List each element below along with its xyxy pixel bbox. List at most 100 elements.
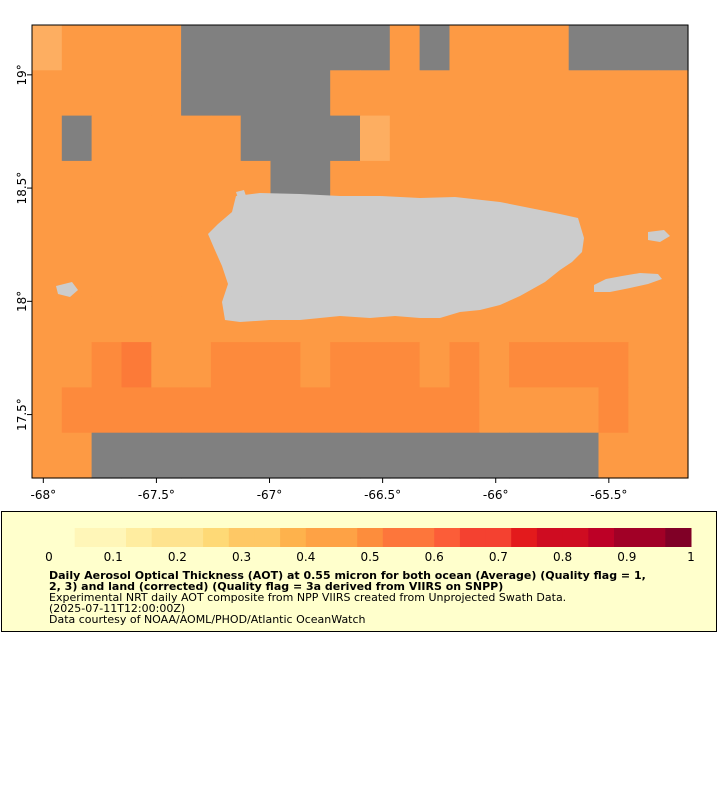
aot-cell [449,70,480,117]
aot-cell [628,342,659,388]
aot-cell [658,251,689,298]
aot-cell [568,70,600,117]
aot-cell [598,206,629,253]
aot-cell [568,25,600,71]
colorbar-tick-label: 0.1 [104,550,123,562]
aot-cell [210,342,242,388]
aot-cell [270,25,301,71]
x-tick-label: -65.5° [590,488,627,502]
aot-cell [658,70,689,117]
aot-cell [419,387,450,434]
aot-cell [181,25,212,71]
colorbar-step [151,528,178,547]
aot-cell [449,342,480,388]
aot-cell [91,251,122,298]
aot-cell [479,432,510,479]
aot-cell [568,160,600,207]
aot-cell [91,206,122,253]
aot-cell [658,387,689,434]
colorbar-step [536,528,564,547]
x-tick-label: -67° [257,488,283,502]
aot-cell [32,206,63,253]
colorbar-tick-label: 0.8 [553,550,572,562]
vieques-island [594,273,662,292]
aot-cell [628,206,659,253]
aot-cell [538,25,570,71]
aot-cell [628,115,659,162]
aot-cell [419,342,450,388]
aot-cell [360,387,391,434]
aot-cell [32,160,63,207]
aot-cell [240,25,272,71]
colorbar-step [614,528,641,547]
aot-cell [360,432,391,479]
colorbar-tick-label: 1 [687,550,695,562]
aot-cell [628,25,659,71]
aot-cell [91,296,122,343]
aot-cell [151,206,182,253]
aot-cell [32,115,63,162]
aot-cell [658,115,689,162]
aot-cell [389,70,421,117]
aot-cell [210,25,242,71]
colorbar-step [485,528,512,547]
aot-cell [419,70,450,117]
map-axes: -68° -67.5° -67° -66.5° -66° -65.5° 19° 18.5° 18… [15,64,627,502]
aot-cell [151,342,182,388]
aot-cell [121,387,152,434]
aot-cell [61,70,93,117]
colorbar-step [331,528,358,547]
aot-cell [509,342,540,388]
aot-cell [479,115,510,162]
aot-cell [32,342,63,388]
colorbar-step [639,528,666,547]
colorbar-tick-label: 0.7 [489,550,508,562]
legend-panel: 0 0.1 0.2 0.3 0.4 0.5 0.6 0.7 0.8 0.9 1 Daily Aero… [1,511,717,632]
aot-cell [509,432,540,479]
x-tick-label: -66° [483,488,509,502]
aot-cell [658,432,689,479]
aot-cell [61,387,93,434]
aot-cell [181,115,212,162]
aot-cell [210,432,242,479]
aot-cell [628,160,659,207]
aot-cell [300,387,331,434]
aot-grid-cells [32,25,689,479]
aot-cell [210,115,242,162]
colorbar-step [357,528,384,547]
aot-cell [240,70,272,117]
aot-cell [121,115,152,162]
aot-cell [151,25,182,71]
aot-cell [538,432,570,479]
aot-cell [121,342,152,388]
aot-cell [389,387,421,434]
colorbar-tick-label: 0.9 [617,550,636,562]
aot-cell [538,70,570,117]
aot-cell [598,296,629,343]
aot-cell [479,25,510,71]
aot-cell [419,25,450,71]
aot-cell [330,115,361,162]
colorbar-step [203,528,230,547]
aot-cell [479,387,510,434]
aot-cell [330,25,361,71]
aot-cell [389,115,421,162]
colorbar-step [434,528,461,547]
y-tick-label: 19° [15,64,29,85]
colorbar-step [665,528,692,547]
aot-cell [538,115,570,162]
aot-cell [151,70,182,117]
aot-cell [151,387,182,434]
colorbar-step [126,528,153,547]
colorbar-step [100,528,127,547]
aot-cell [538,296,570,343]
colorbar-cells [49,528,692,547]
aot-cell [360,25,391,71]
legend-title-line1: Daily Aerosol Optical Thickness (AOT) at… [49,569,646,582]
aot-cell [389,342,421,388]
aot-cell [32,25,63,71]
aot-cell [300,115,331,162]
aot-cell [658,296,689,343]
aot-cell [270,342,301,388]
aot-cell [330,387,361,434]
